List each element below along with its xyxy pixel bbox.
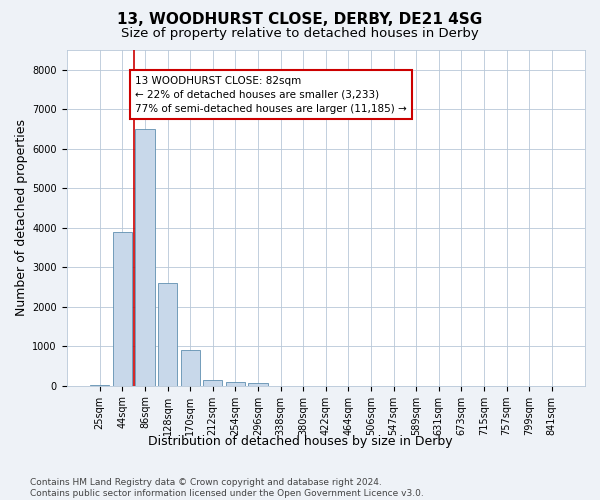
Text: Size of property relative to detached houses in Derby: Size of property relative to detached ho… [121, 28, 479, 40]
Bar [90, 384, 109, 386]
Text: Distribution of detached houses by size in Derby: Distribution of detached houses by size … [148, 435, 452, 448]
Bar [181, 350, 200, 386]
Bar [135, 129, 155, 386]
Bar [203, 380, 223, 386]
Text: Contains HM Land Registry data © Crown copyright and database right 2024.
Contai: Contains HM Land Registry data © Crown c… [30, 478, 424, 498]
Bar [226, 382, 245, 386]
Y-axis label: Number of detached properties: Number of detached properties [15, 120, 28, 316]
Text: 13 WOODHURST CLOSE: 82sqm
← 22% of detached houses are smaller (3,233)
77% of se: 13 WOODHURST CLOSE: 82sqm ← 22% of detac… [135, 76, 406, 114]
Text: 13, WOODHURST CLOSE, DERBY, DE21 4SG: 13, WOODHURST CLOSE, DERBY, DE21 4SG [118, 12, 482, 28]
Bar [113, 232, 132, 386]
Bar [158, 283, 177, 386]
Bar [248, 384, 268, 386]
